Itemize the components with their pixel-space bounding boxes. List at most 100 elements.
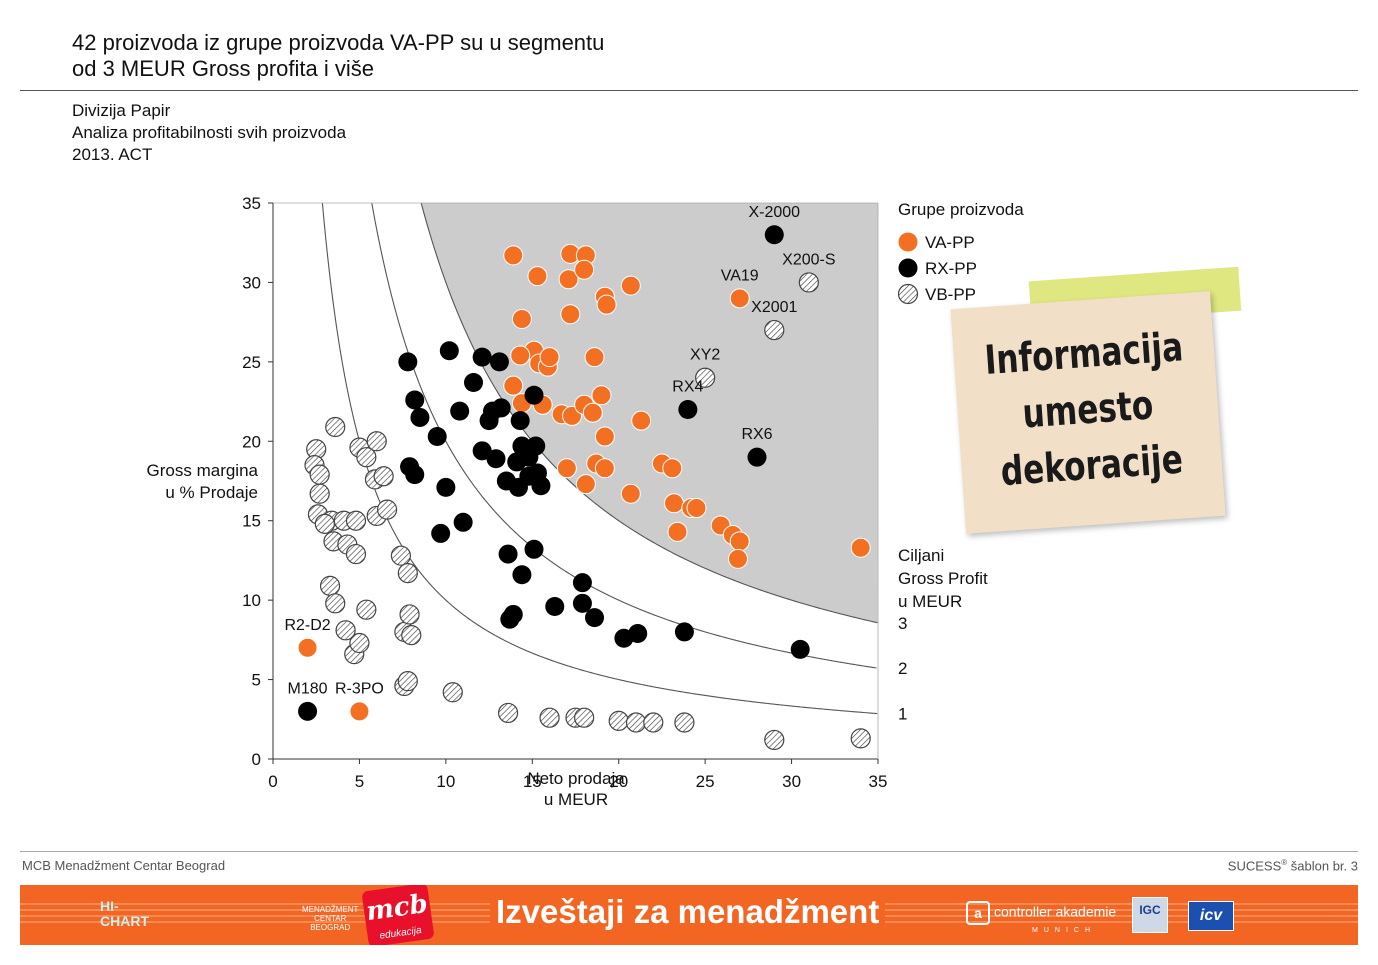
- y-tick-label: 35: [242, 194, 261, 213]
- point-vb-pp: [345, 510, 367, 531]
- annotation-xy2: XY2: [690, 347, 720, 364]
- point-vb-pp: [349, 632, 370, 654]
- target-axis-label: Gross Profit: [898, 569, 988, 588]
- point-rx-pp: [398, 352, 418, 372]
- footer-divider: [20, 851, 1358, 852]
- mcb-side-3: BEOGRAD: [310, 923, 351, 932]
- point-rx-pp: [489, 352, 509, 372]
- legend-title: Grupe proizvoda: [898, 200, 1024, 219]
- annotation-r-3po: R-3PO: [335, 680, 384, 697]
- point-va-pp: [620, 275, 641, 296]
- footer-company: MCB Menadžment Centar Beograd: [22, 858, 226, 873]
- point-rx-pp: [450, 401, 470, 421]
- point-vb-pp: [319, 575, 341, 596]
- point-vb-pp: [695, 367, 716, 388]
- point-rx-pp: [503, 604, 523, 624]
- controller-akademie-logo: a controller akademie MUNICH: [966, 901, 1116, 934]
- point-vb-pp: [608, 710, 629, 731]
- x-tick-label: 0: [268, 772, 277, 791]
- point-vb-pp: [798, 272, 819, 293]
- y-tick-label: 15: [242, 512, 261, 531]
- legend-marker-va-pp: [898, 232, 918, 252]
- x-tick-label: 20: [609, 772, 628, 791]
- target-axis-label: Ciljani: [898, 546, 944, 565]
- point-rx-pp: [572, 573, 592, 593]
- y-tick-label: 30: [242, 273, 261, 292]
- legend-label-va-pp: VA-PP: [925, 233, 975, 252]
- point-rx-pp: [524, 385, 544, 405]
- point-rx-pp: [628, 624, 648, 644]
- point-vb-pp: [442, 682, 463, 703]
- point-rx-pp: [439, 341, 459, 361]
- point-vb-pp: [850, 728, 871, 749]
- point-vb-pp: [497, 702, 519, 724]
- point-rx-pp: [427, 427, 447, 447]
- point-rx-pp: [298, 701, 318, 721]
- title-divider: [20, 90, 1358, 91]
- point-rx-pp: [491, 398, 511, 418]
- point-va-pp: [729, 288, 750, 309]
- y-tick-label: 20: [242, 432, 261, 451]
- point-rx-pp: [678, 400, 698, 420]
- mcb-side-text: MENADŽMENT CENTAR BEOGRAD: [302, 905, 358, 932]
- point-rx-pp: [526, 436, 546, 456]
- point-vb-pp: [397, 563, 418, 584]
- point-vb-pp: [625, 712, 647, 733]
- point-va-pp: [686, 498, 707, 519]
- subtitle-period: 2013. ACT: [72, 145, 153, 164]
- point-va-pp: [349, 701, 370, 722]
- x-tick-label: 25: [696, 772, 715, 791]
- point-rx-pp: [405, 465, 425, 485]
- subtitle-block: Divizija Papir Analiza profitabilnosti s…: [72, 100, 346, 166]
- point-va-pp: [575, 474, 596, 495]
- point-va-pp: [503, 375, 524, 396]
- footer-banner: HI- CHART MENADŽMENT CENTAR BEOGRAD mcb …: [20, 885, 1358, 945]
- point-va-pp: [729, 531, 750, 552]
- point-vb-pp: [539, 707, 560, 728]
- point-vb-pp: [376, 499, 398, 520]
- point-vb-pp: [325, 593, 346, 614]
- y-tick-label: 0: [252, 750, 261, 769]
- page-title: 42 proizvoda iz grupe proizvoda VA-PP su…: [72, 30, 604, 82]
- x-tick-label: 5: [355, 772, 364, 791]
- point-vb-pp: [574, 707, 595, 728]
- point-vb-pp: [345, 543, 367, 565]
- point-va-pp: [539, 347, 560, 368]
- sticky-note: Informacija umesto dekoracije: [950, 291, 1226, 534]
- x-tick-label: 30: [782, 772, 801, 791]
- x-axis-label: u MEUR: [544, 790, 608, 809]
- point-vb-pp: [309, 464, 330, 485]
- x-axis-label: Neto prodaja: [527, 769, 625, 788]
- point-va-pp: [510, 345, 531, 366]
- annotation-rx4: RX4: [672, 379, 703, 396]
- point-vb-pp: [643, 712, 664, 733]
- point-rx-pp: [572, 593, 592, 613]
- hichart-logo-bottom: CHART: [100, 913, 149, 929]
- point-rx-pp: [790, 639, 810, 659]
- banner-title: Izveštaji za menadžment: [490, 893, 886, 931]
- hichart-logo: HI- CHART: [100, 899, 149, 929]
- point-rx-pp: [512, 436, 532, 456]
- point-rx-pp: [764, 225, 784, 245]
- point-rx-pp: [747, 447, 767, 467]
- point-rx-pp: [510, 411, 530, 431]
- point-va-pp: [850, 537, 871, 558]
- annotation-x2001: X2001: [751, 299, 797, 316]
- subtitle-analysis: Analiza profitabilnosti svih proizvoda: [72, 123, 347, 142]
- registered-mark: ®: [1281, 858, 1288, 867]
- ca-logo-mark: a: [966, 901, 990, 925]
- mcb-side-2: CENTAR: [314, 914, 347, 923]
- mcb-logo: mcb edukacija: [361, 885, 435, 945]
- target-axis-label: u MEUR: [898, 592, 962, 611]
- y-axis-label: Gross margina: [147, 461, 259, 480]
- point-vb-pp: [401, 624, 422, 646]
- point-va-pp: [727, 548, 748, 569]
- target-curve-label-3: 3: [898, 614, 907, 633]
- point-vb-pp: [764, 319, 785, 341]
- point-vb-pp: [325, 416, 346, 438]
- mcb-logo-sub: edukacija: [378, 924, 423, 942]
- point-va-pp: [594, 426, 615, 447]
- point-rx-pp: [472, 441, 492, 461]
- annotation-x200-s: X200-S: [782, 251, 835, 268]
